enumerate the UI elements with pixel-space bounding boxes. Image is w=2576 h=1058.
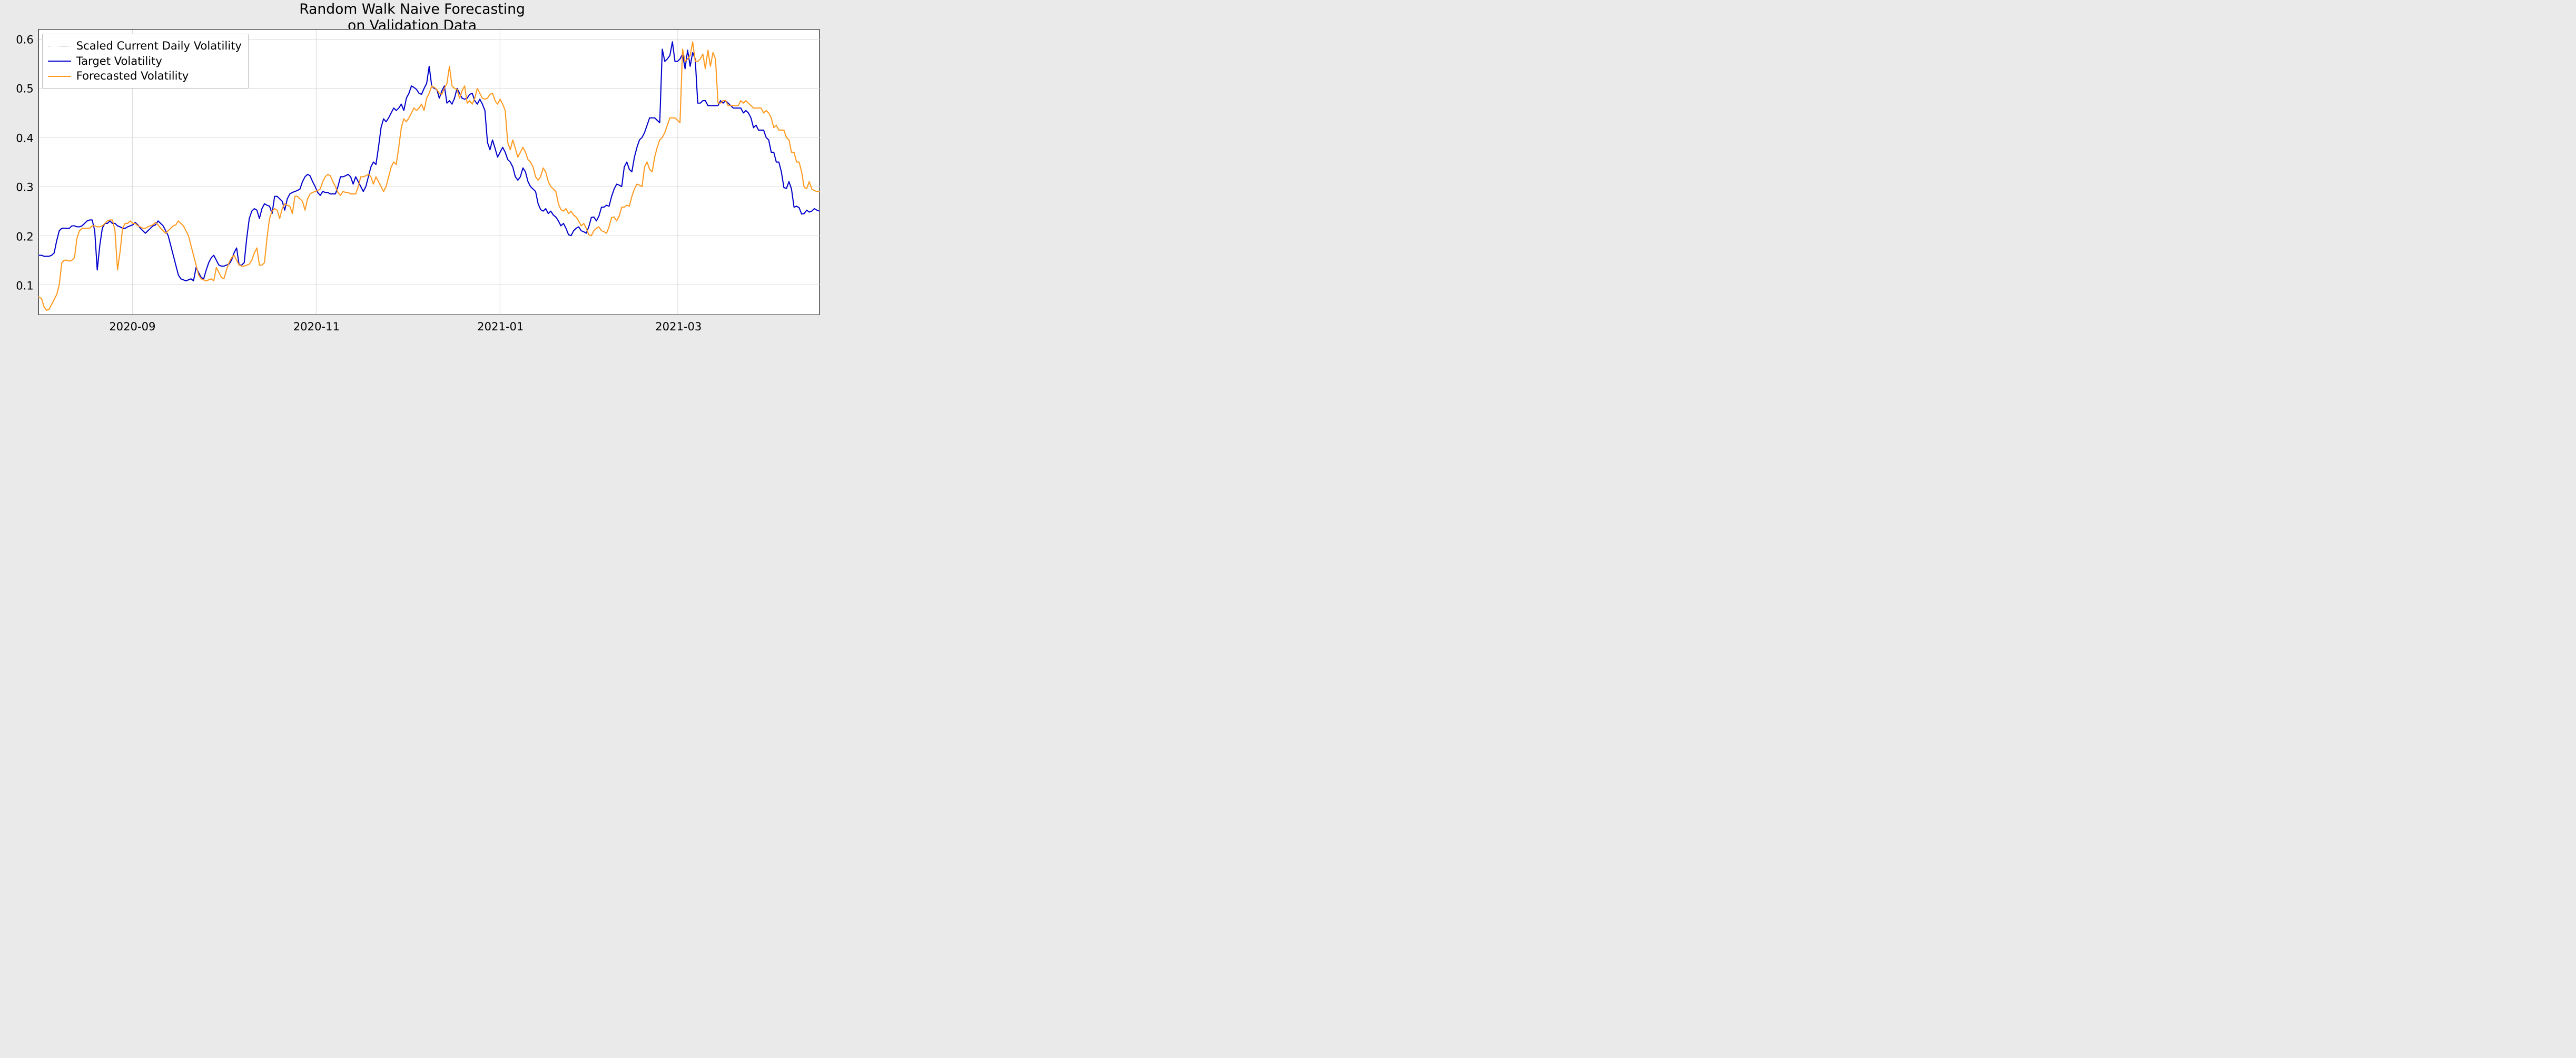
y-tick-label: 0.5 — [16, 82, 39, 95]
x-tick-label: 2020-09 — [109, 315, 155, 333]
x-tick-label: 2021-03 — [655, 315, 702, 333]
legend-swatch — [48, 76, 71, 77]
legend-item: Target Volatility — [48, 54, 242, 69]
legend-item: Scaled Current Daily Volatility — [48, 38, 242, 54]
x-tick-label: 2021-01 — [477, 315, 524, 333]
legend-label: Target Volatility — [76, 54, 162, 69]
legend-label: Forecasted Volatility — [76, 68, 189, 84]
legend-label: Scaled Current Daily Volatility — [76, 38, 242, 54]
y-tick-label: 0.4 — [16, 131, 39, 144]
y-tick-label: 0.3 — [16, 181, 39, 194]
legend-swatch — [48, 61, 71, 62]
y-tick-label: 0.2 — [16, 230, 39, 243]
chart-figure: Random Walk Naive Forecasting on Validat… — [0, 0, 824, 339]
y-tick-label: 0.6 — [16, 33, 39, 46]
legend-item: Forecasted Volatility — [48, 68, 242, 84]
y-tick-label: 0.1 — [16, 279, 39, 292]
chart-plot-area: Scaled Current Daily VolatilityTarget Vo… — [38, 29, 820, 315]
x-tick-label: 2020-11 — [293, 315, 340, 333]
chart-title-line-1: Random Walk Naive Forecasting — [0, 1, 824, 17]
chart-legend: Scaled Current Daily VolatilityTarget Vo… — [42, 34, 249, 89]
